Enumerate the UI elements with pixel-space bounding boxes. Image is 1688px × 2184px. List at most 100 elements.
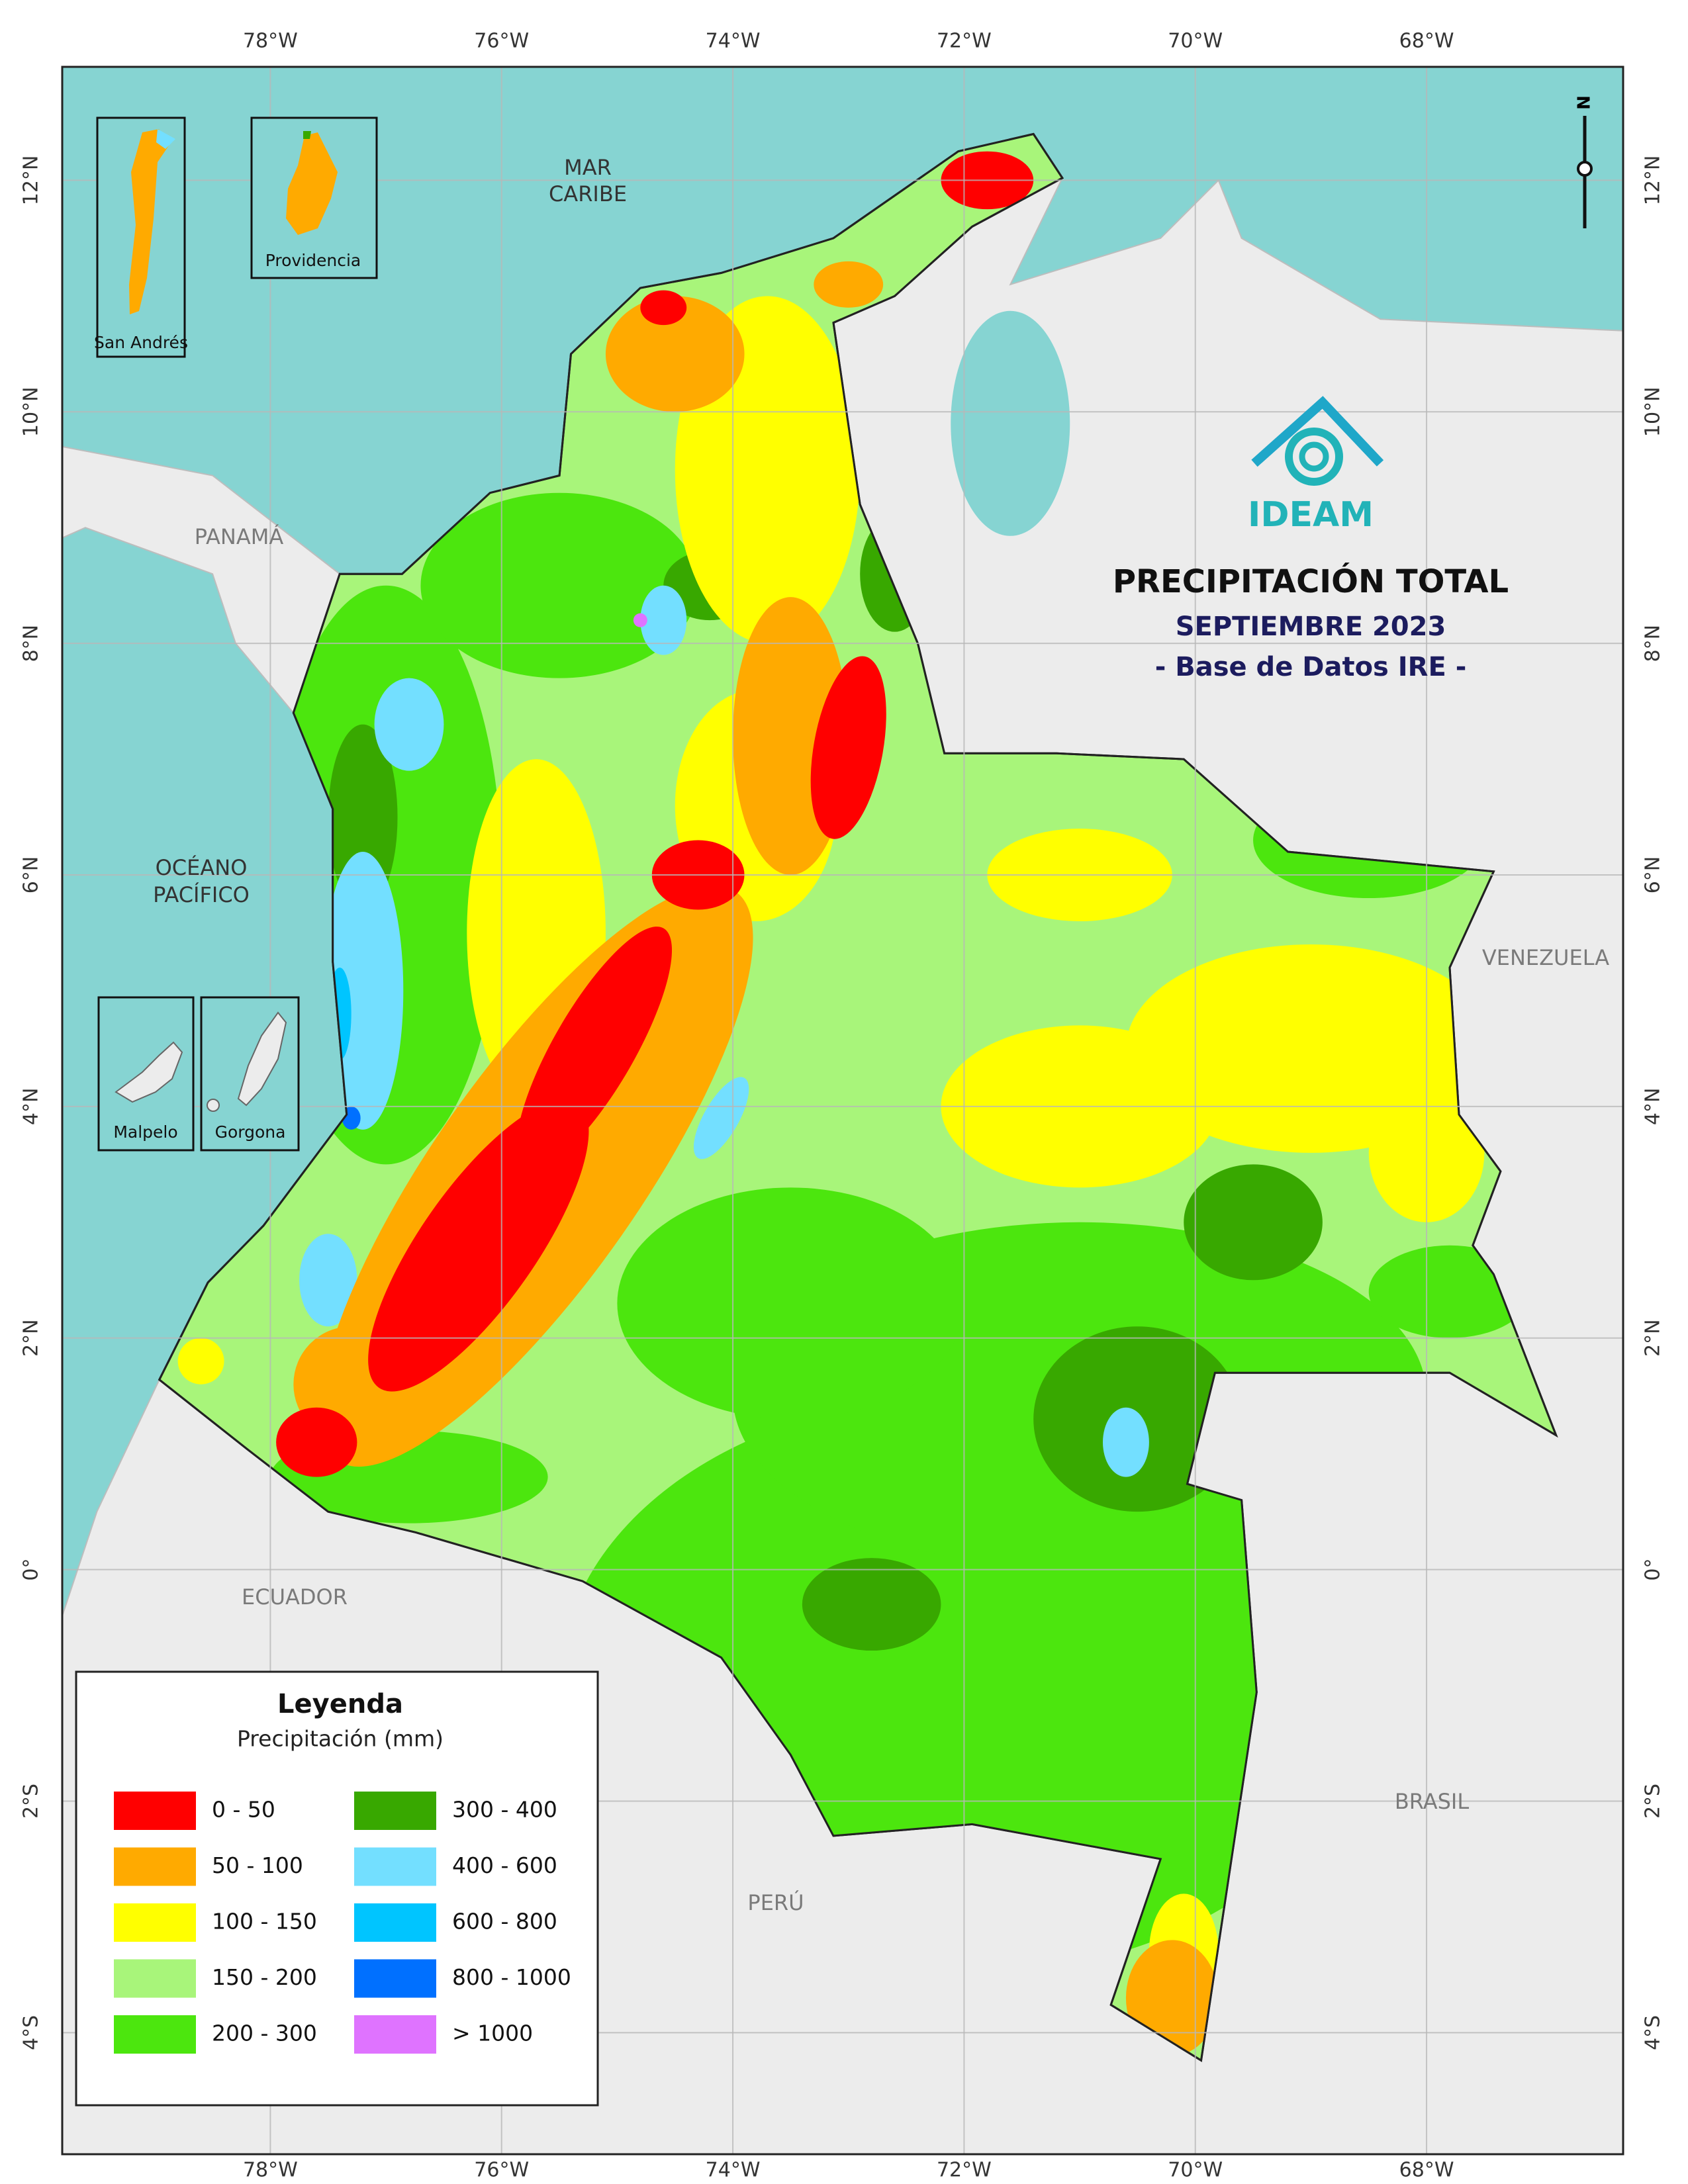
legend-title: Leyenda xyxy=(277,1689,403,1719)
x-tick-label: 78°W xyxy=(243,30,298,53)
x-tick-label: 76°W xyxy=(474,2159,529,2182)
logo: IDEAM xyxy=(1248,396,1384,535)
inset: San Andrés xyxy=(94,116,188,358)
place-label: VENEZUELA xyxy=(1482,945,1609,970)
y-tick-label: 10°N xyxy=(20,387,43,437)
legend-swatch xyxy=(354,1847,436,1886)
precip-area xyxy=(810,656,886,839)
x-tick-label: 72°W xyxy=(937,2159,992,2182)
place-label: CARIBE xyxy=(549,181,627,206)
north-arrow: N xyxy=(1575,95,1595,228)
inset-label: Providencia xyxy=(265,251,361,270)
legend-label: 200 - 300 xyxy=(212,2021,317,2046)
place-label: MAR xyxy=(564,155,612,180)
y-tick-label: 8°N xyxy=(1642,625,1665,662)
y-tick-label: 0° xyxy=(1642,1559,1665,1581)
y-tick-label: 4°N xyxy=(1642,1088,1665,1126)
inset-label: San Andrés xyxy=(94,333,188,352)
map-frame xyxy=(62,67,1623,2154)
legend-swatch xyxy=(114,1903,196,1942)
y-tick-label: 0° xyxy=(20,1559,43,1581)
north-label: N xyxy=(1575,95,1595,110)
inset-label: Malpelo xyxy=(113,1122,177,1142)
y-tick-label: 12°N xyxy=(1642,156,1665,206)
precip-area xyxy=(368,1099,589,1392)
place-label: BRASIL xyxy=(1395,1789,1470,1814)
x-tick-label: 76°W xyxy=(474,30,529,53)
y-tick-label: 12°N xyxy=(20,156,43,206)
inset: Providencia xyxy=(250,116,378,279)
y-tick-label: 4°S xyxy=(20,2015,43,2050)
legend-swatch xyxy=(114,2015,196,2054)
precip-area xyxy=(374,678,444,771)
y-tick-label: 8°N xyxy=(20,625,43,662)
legend-swatch xyxy=(354,1959,436,1998)
y-tick-label: 6°N xyxy=(1642,856,1665,894)
y-tick-label: 4°S xyxy=(1642,2015,1665,2050)
place-label: PERÚ xyxy=(747,1889,804,1915)
y-tick-label: 2°S xyxy=(1642,1784,1665,1819)
precip-area xyxy=(328,724,398,910)
y-tick-label: 2°N xyxy=(20,1319,43,1357)
precip-area xyxy=(802,1558,941,1651)
precip-area xyxy=(814,261,884,308)
precip-area xyxy=(516,927,673,1171)
border xyxy=(158,132,1558,2062)
place-label: OCÉANO xyxy=(156,855,248,880)
ticks: 78°W 78°W 76°W 76°W 74°W 74°W 72°W 72°W 70°W 70°W… xyxy=(20,30,1665,2182)
inset-label: Gorgona xyxy=(215,1122,286,1142)
subtitle: SEPTIEMBRE 2023 xyxy=(1176,612,1446,642)
legend: Leyenda Precipitación (mm) 0 - 50 50 - 10… xyxy=(75,1670,599,2107)
legend-label: 300 - 400 xyxy=(452,1797,557,1823)
x-tick-label: 74°W xyxy=(706,30,761,53)
place-label: ECUADOR xyxy=(242,1584,348,1610)
legend-label: 800 - 1000 xyxy=(452,1964,571,1990)
precip-area xyxy=(177,1338,224,1385)
legend-swatch xyxy=(114,1847,196,1886)
precip-area xyxy=(617,1187,964,1420)
precip-area xyxy=(605,296,745,412)
legend-label: 50 - 100 xyxy=(212,1852,303,1878)
y-tick-label: 4°N xyxy=(20,1088,43,1126)
precip-area xyxy=(299,1234,357,1327)
legend-label: 600 - 800 xyxy=(452,1909,557,1934)
frame-border xyxy=(61,66,1624,2156)
lake xyxy=(951,310,1070,536)
precip-area xyxy=(633,613,647,627)
legend-label: > 1000 xyxy=(452,2021,533,2046)
legend-swatch xyxy=(354,1792,436,1830)
legend-swatch xyxy=(354,1903,436,1942)
x-tick-label: 68°W xyxy=(1399,30,1454,53)
legend-swatch xyxy=(114,1792,196,1830)
inset: Malpelo xyxy=(97,996,195,1152)
y-tick-label: 2°N xyxy=(1642,1319,1665,1357)
precip-area xyxy=(640,290,687,326)
precip-area xyxy=(420,492,698,678)
legend-swatch xyxy=(354,2015,436,2054)
precip-area xyxy=(693,1077,749,1160)
place-label: PANAMÁ xyxy=(195,524,284,549)
x-tick-label: 74°W xyxy=(706,2159,761,2182)
precip-area xyxy=(1184,1164,1323,1281)
precip-area xyxy=(640,585,687,655)
inset: Gorgona xyxy=(200,996,300,1152)
x-tick-label: 78°W xyxy=(243,2159,298,2182)
legend-label: 400 - 600 xyxy=(452,1852,557,1878)
precip-area xyxy=(276,1407,357,1477)
y-tick-label: 6°N xyxy=(20,856,43,894)
title: PRECIPITACIÓN TOTAL xyxy=(1113,563,1509,600)
x-tick-label: 68°W xyxy=(1399,2159,1454,2182)
x-tick-label: 72°W xyxy=(937,30,992,53)
y-tick-label: 2°S xyxy=(20,1784,43,1819)
legend-label: 100 - 150 xyxy=(212,1909,317,1934)
precip-area xyxy=(1103,1407,1149,1477)
legend-label: 150 - 200 xyxy=(212,1964,317,1990)
source: - Base de Datos IRE - xyxy=(1155,652,1467,682)
legend-label: 0 - 50 xyxy=(212,1797,275,1823)
legend-subtitle: Precipitación (mm) xyxy=(237,1726,444,1752)
logo-text: IDEAM xyxy=(1248,495,1374,535)
place-label: PACÍFICO xyxy=(153,882,250,907)
legend-swatch xyxy=(114,1959,196,1998)
x-tick-label: 70°W xyxy=(1168,30,1223,53)
